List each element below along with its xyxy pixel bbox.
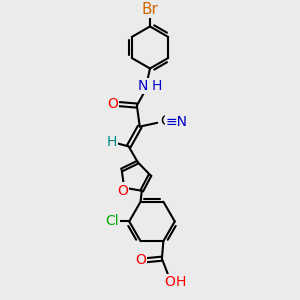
Text: H: H xyxy=(152,79,162,93)
Text: O: O xyxy=(135,253,146,267)
Text: H: H xyxy=(176,275,186,289)
Text: O: O xyxy=(117,184,128,198)
Text: C: C xyxy=(160,114,170,128)
Text: ≡N: ≡N xyxy=(166,115,188,129)
Text: Cl: Cl xyxy=(105,214,119,228)
Text: O: O xyxy=(107,97,118,111)
Text: N: N xyxy=(138,79,148,93)
Text: O: O xyxy=(164,275,175,289)
Text: H: H xyxy=(107,135,117,149)
Text: Br: Br xyxy=(142,2,158,17)
